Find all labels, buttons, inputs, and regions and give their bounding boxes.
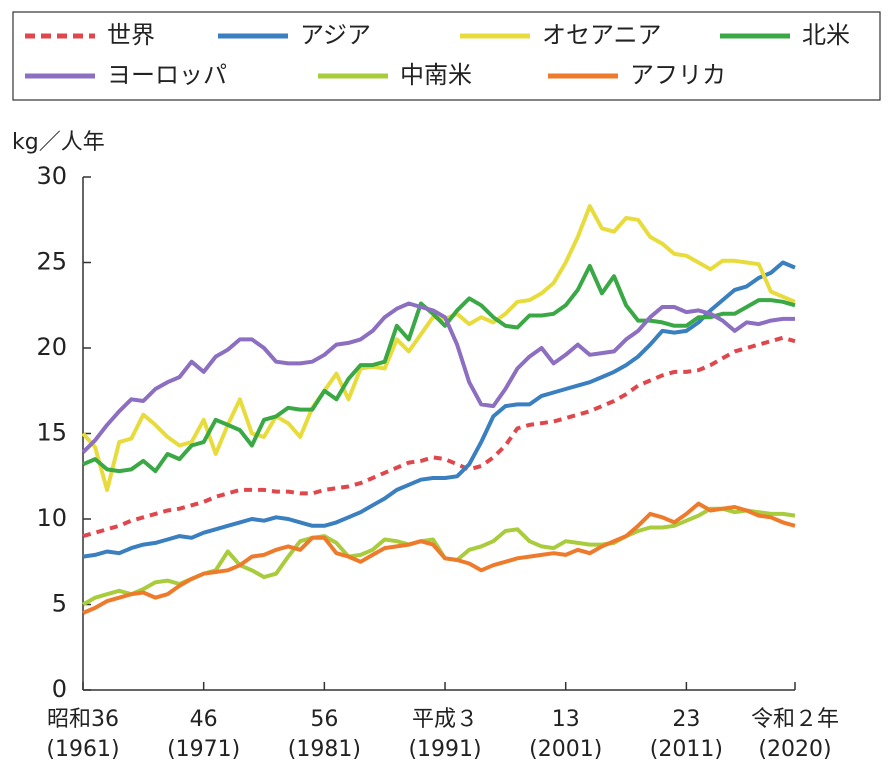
y-tick-label: 5 (52, 590, 67, 618)
legend-box (12, 11, 881, 101)
legend-label: アフリカ (630, 61, 726, 89)
x-tick-label: 23 (672, 707, 700, 732)
x-tick-label: (1961) (46, 737, 119, 761)
series-line (82, 501, 796, 615)
x-tick-label: (2011) (650, 737, 723, 761)
series-line (82, 263, 796, 474)
y-tick-label: 10 (36, 504, 67, 532)
x-tick-label: 13 (552, 707, 580, 732)
x-tick-label: (1981) (288, 737, 361, 761)
legend-label: アジア (300, 21, 371, 49)
x-tick-label: 昭和36 (47, 707, 119, 732)
legend-label: ヨーロッパ (107, 61, 227, 89)
y-tick-label: 30 (36, 162, 67, 190)
legend-label: 中南米 (400, 61, 472, 89)
x-tick-label: (1971) (167, 737, 240, 761)
x-tick-label: (2001) (529, 737, 602, 761)
legend-label: オセアニア (542, 21, 662, 49)
x-tick-label: 46 (190, 707, 218, 732)
x-tick-label: (1991) (408, 737, 481, 761)
series-line (82, 506, 796, 607)
legend-label: 北米 (802, 21, 850, 49)
series-line (82, 260, 796, 559)
y-tick-label: 15 (36, 419, 67, 447)
y-axis-label: kg／人年 (12, 130, 105, 155)
y-tick-label: 20 (36, 333, 67, 361)
x-tick-label: 56 (310, 707, 338, 732)
legend-label: 世界 (107, 21, 155, 49)
y-tick-label: 0 (52, 675, 67, 703)
series-line (81, 301, 795, 454)
series-line (82, 335, 796, 539)
x-tick-label: 平成３ (412, 707, 478, 732)
x-tick-label: 令和２年 (751, 707, 839, 732)
y-tick-label: 25 (36, 248, 67, 276)
x-tick-label: (2020) (758, 737, 831, 761)
